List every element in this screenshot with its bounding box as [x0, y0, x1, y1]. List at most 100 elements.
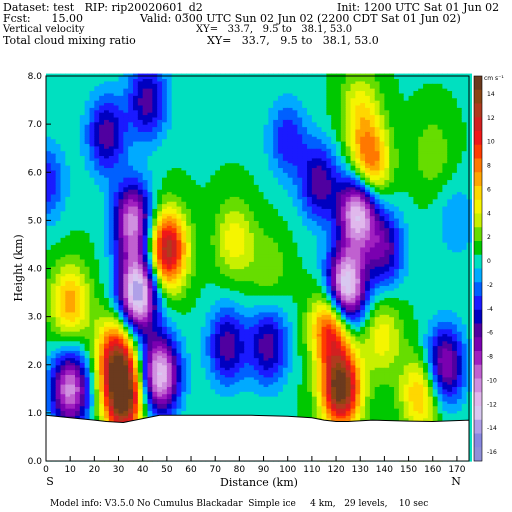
field-cell	[157, 90, 163, 94]
field-cell	[46, 232, 52, 236]
field-cell	[84, 408, 91, 412]
field-cell	[157, 278, 163, 282]
field-cell	[142, 136, 149, 140]
field-cell	[133, 367, 139, 371]
field-cell	[70, 359, 76, 363]
field-cell	[60, 203, 66, 207]
field-cell	[142, 364, 149, 368]
field-cell	[79, 384, 86, 388]
field-cell	[137, 302, 144, 306]
field-cell	[152, 95, 158, 99]
field-cell	[55, 246, 62, 250]
field-cell	[46, 246, 52, 250]
field-cell	[137, 307, 144, 311]
field-cell	[147, 254, 153, 258]
field-cell	[70, 133, 76, 137]
field-cell	[128, 239, 134, 243]
field-cell	[152, 186, 158, 190]
field-cell	[142, 285, 149, 289]
field-cell	[65, 174, 71, 178]
field-cell	[162, 412, 168, 416]
field-cell	[89, 266, 95, 270]
field-cell	[55, 278, 62, 282]
field-cell	[123, 244, 129, 248]
velocity-field	[46, 73, 473, 462]
field-cell	[147, 326, 153, 330]
field-cell	[137, 362, 144, 366]
field-cell	[84, 227, 91, 231]
field-cell	[108, 244, 115, 248]
field-cell	[118, 280, 124, 284]
field-cell	[118, 165, 124, 169]
field-cell	[65, 270, 71, 274]
field-cell	[152, 292, 158, 296]
field-cell	[104, 85, 110, 89]
field-cell	[113, 215, 120, 219]
field-cell	[70, 268, 76, 272]
field-cell	[75, 316, 81, 320]
field-cell	[65, 352, 71, 356]
field-cell	[84, 239, 91, 243]
field-cell	[65, 208, 71, 212]
field-cell	[157, 136, 163, 140]
field-cell	[133, 285, 139, 289]
field-cell	[142, 148, 149, 152]
field-cell	[152, 393, 158, 397]
field-cell	[94, 256, 100, 260]
field-cell	[55, 104, 62, 108]
field-cell	[46, 80, 52, 84]
field-cell	[79, 266, 86, 270]
field-cell	[147, 165, 153, 169]
field-cell	[70, 321, 76, 325]
field-cell	[99, 196, 105, 200]
field-cell	[147, 285, 153, 289]
field-cell	[46, 350, 52, 354]
field-cell	[79, 403, 86, 407]
field-cell	[118, 150, 124, 154]
field-cell	[108, 208, 115, 212]
field-cell	[108, 148, 115, 152]
field-cell	[50, 345, 57, 349]
field-cell	[50, 189, 57, 193]
field-cell	[89, 347, 95, 351]
field-cell	[142, 201, 149, 205]
field-cell	[123, 140, 129, 144]
field-cell	[65, 230, 71, 234]
field-cell	[142, 374, 149, 378]
field-cell	[94, 217, 100, 221]
field-cell	[65, 184, 71, 188]
field-cell	[104, 290, 110, 294]
field-cell	[108, 189, 115, 193]
field-cell	[79, 131, 86, 135]
field-cell	[99, 230, 105, 234]
field-cell	[133, 287, 139, 291]
field-cell	[65, 189, 71, 193]
field-cell	[137, 201, 144, 205]
field-cell	[89, 379, 95, 383]
field-cell	[142, 371, 149, 375]
field-cell	[137, 198, 144, 202]
field-cell	[133, 323, 139, 327]
field-cell	[55, 92, 62, 96]
field-cell	[79, 328, 86, 332]
field-cell	[89, 326, 95, 330]
field-cell	[65, 128, 71, 132]
field-cell	[55, 302, 62, 306]
field-cell	[123, 285, 129, 289]
field-cell	[89, 167, 95, 171]
field-cell	[152, 143, 158, 147]
field-cell	[99, 203, 105, 207]
field-cell	[50, 80, 57, 84]
field-cell	[108, 398, 115, 402]
field-cell	[70, 232, 76, 236]
field-cell	[137, 150, 144, 154]
field-cell	[104, 367, 110, 371]
field-cell	[123, 157, 129, 161]
field-cell	[75, 290, 81, 294]
field-cell	[137, 160, 144, 164]
field-cell	[118, 379, 124, 383]
field-cell	[123, 232, 129, 236]
field-cell	[70, 400, 76, 404]
field-cell	[152, 343, 158, 347]
field-cell	[104, 177, 110, 181]
